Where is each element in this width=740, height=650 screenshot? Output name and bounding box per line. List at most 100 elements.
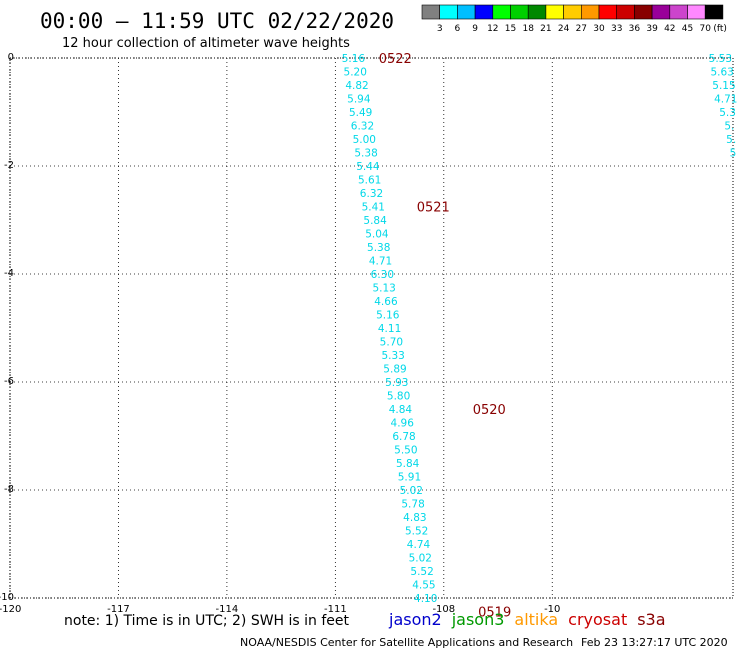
wave-height-label: 5.93 [385,377,408,389]
chart-subtitle: 12 hour collection of altimeter wave hei… [62,36,350,51]
colorbar-swatch [527,4,547,20]
colorbar-swatch [580,4,600,20]
colorbar-swatch [457,4,476,20]
colorbar-label: 39 [646,24,658,34]
wave-height-label: 5.3 [719,107,736,119]
satellite-s3a: s3a [637,610,665,629]
wave-height-labels: 5.165.204.825.945.496.325.005.385.445.61… [342,53,738,605]
wave-height-label: 5.13 [372,283,395,295]
pass-time-label: 0519 [478,606,511,621]
pass-time-label: 0522 [379,52,412,67]
wave-height-label: 4.71 [369,256,392,268]
colorbar-legend: 3 6 9 12 15 18 21 24 27 30 33 36 39 42 45 70 (ft) [421,4,727,34]
wave-height-label: 5.20 [344,67,367,79]
wave-height-label: 5.80 [387,391,410,403]
wave-height-label: 5.41 [362,202,385,214]
wave-height-label: 5.61 [358,175,381,187]
x-tick-label: -108 [432,604,455,615]
colorbar-swatch [651,4,671,20]
colorbar-swatch [474,4,494,20]
footer-note: note: 1) Time is in UTC; 2) SWH is in fe… [64,613,350,629]
wave-height-label: 4.55 [412,580,435,592]
wave-height-label: 5.50 [394,445,417,457]
wave-height-label: 4.84 [389,404,413,416]
colorbar-label: 3 [437,24,443,34]
axis-tick-labels: 0-2-4-6-8-10-120-117-114-111-108-10 [0,52,560,615]
satellite-jason2: jason2 [388,610,442,629]
y-tick-label: -4 [4,268,14,279]
colorbar-label: 33 [611,24,622,34]
wave-height-label: 6.32 [351,121,374,133]
wave-height-label: 4.96 [391,418,415,430]
wave-height-label: 5.04 [365,229,389,241]
wave-height-label: 5.84 [363,215,387,227]
y-tick-label: -10 [0,592,14,603]
colorbar-swatch [510,4,529,20]
colorbar-swatch [563,4,582,20]
wave-height-label: 4.82 [345,80,368,92]
wave-height-label: 5.94 [347,94,371,106]
wave-height-label: 5.15 [712,80,735,92]
colorbar-swatch [545,4,564,20]
wave-height-label: 5 [730,148,737,160]
wave-height-label: 5.38 [354,148,377,160]
colorbar-swatch [634,4,653,20]
colorbar-swatch [598,4,618,20]
wave-height-label: 5.16 [376,310,400,322]
colorbar-swatch [439,4,458,20]
x-tick-label: -117 [107,604,130,615]
colorbar-label: 6 [455,24,461,34]
wave-height-label: 5. [726,134,736,146]
wave-height-label: 5.16 [342,53,366,65]
colorbar-label: 70 [699,24,711,34]
wave-height-label: 6.78 [392,431,415,443]
wave-height-label: 5.78 [401,499,424,511]
wave-height-label: 5.38 [367,242,390,254]
y-tick-label: -6 [4,376,14,387]
colorbar-label: 42 [664,24,675,34]
wave-height-label: 4.10 [414,593,437,605]
pass-time-label: 0521 [417,201,450,216]
colorbar-swatch [421,4,441,20]
footer-timestamp: Feb 23 13:27:17 UTC 2020 [581,636,728,649]
wave-height-label: 5.70 [380,337,403,349]
colorbar-swatch [492,4,511,20]
x-tick-label: -111 [324,604,347,615]
plot-frame [9,57,734,599]
wave-height-label: 4.11 [378,323,401,335]
plot-grid [9,57,734,599]
wave-height-label: 6.30 [371,269,394,281]
colorbar-label: 12 [487,24,498,34]
chart-title: 00:00 – 11:59 UTC 02/22/2020 [40,9,394,33]
wave-height-label: 5.52 [405,526,428,538]
pass-time-label: 0520 [473,403,506,418]
x-tick-label: -10 [544,604,560,615]
pass-time-labels: 0522 0521 0520 0519 [379,52,512,621]
colorbar-label: 36 [629,24,641,34]
satellite-legend: jason2 jason3 altika cryosat s3a [388,610,666,629]
colorbar-label: 24 [558,24,570,34]
colorbar-swatch [616,4,635,20]
wave-height-label: 5.53 [709,53,732,65]
wave-height-label: 5. [724,121,734,133]
colorbar-label: 45 [682,24,693,34]
wave-height-label: 5.91 [398,472,421,484]
footer-credit: NOAA/NESDIS Center for Satellite Applica… [240,636,573,649]
wave-height-label: 5.89 [383,364,406,376]
satellite-altika: altika [514,610,558,629]
wave-height-label: 4.71 [714,94,737,106]
x-tick-label: -114 [216,604,239,615]
wave-height-label: 5.49 [349,107,372,119]
y-tick-label: 0 [8,52,14,63]
wave-height-label: 5.02 [400,485,423,497]
wave-height-label: 4.83 [403,512,426,524]
colorbar-label: 30 [593,24,605,34]
x-tick-label: -120 [0,604,21,615]
wave-height-label: 5.02 [409,553,432,565]
colorbar-label: 27 [576,24,587,34]
colorbar-unit: (ft) [713,24,727,34]
colorbar-swatch [669,4,688,20]
wave-height-label: 4.66 [374,296,398,308]
colorbar-label: 15 [505,24,516,34]
